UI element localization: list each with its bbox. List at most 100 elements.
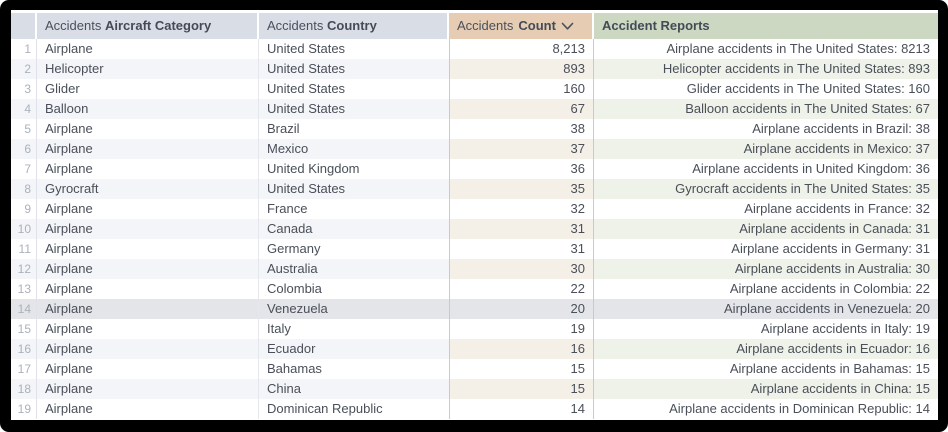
cell-report: Airplane accidents in Bahamas: 15 [729, 361, 930, 376]
cell-report: Gyrocraft accidents in The United States… [594, 179, 938, 199]
row-number: 11 [11, 239, 37, 259]
row-number: 13 [11, 279, 37, 299]
cell-count: 36 [449, 159, 594, 179]
cell-country: Mexico [259, 139, 449, 159]
cell-aircraft-category: Airplane [37, 319, 259, 339]
row-number: 1 [11, 39, 37, 59]
cell-aircraft-category: Airplane [37, 279, 259, 299]
cell-report: Airplane accidents in Brazil: 38 [752, 121, 930, 136]
row-number: 7 [11, 159, 37, 179]
cell-country: United States [259, 99, 449, 119]
table-row[interactable]: 3 Glider United States 160 Glider accide… [11, 79, 938, 99]
cell-country: United States [259, 179, 449, 199]
cell-count: 19 [449, 319, 594, 339]
cell-aircraft-category: Airplane [37, 339, 259, 359]
cell-count: 8,213 [449, 39, 594, 59]
cell-aircraft-category: Airplane [37, 219, 259, 239]
column-header-prefix: Accidents [457, 18, 514, 33]
cell-count: 893 [449, 59, 594, 79]
table-row[interactable]: 5 Airplane Brazil 38 Airplane accidents … [11, 119, 938, 139]
column-header-label: Aircraft Category [105, 18, 212, 33]
cell-aircraft-category: Airplane [37, 239, 259, 259]
data-table-viewport: Accidents Aircraft Category Accidents Co… [11, 10, 938, 420]
table-row[interactable]: 16 Airplane Ecuador 16 Airplane accident… [11, 339, 938, 359]
cell-report: Airplane accidents in Ecuador: 16 [594, 339, 938, 359]
table-row[interactable]: 8 Gyrocraft United States 35 Gyrocraft a… [11, 179, 938, 199]
row-number: 4 [11, 99, 37, 119]
cell-count: 15 [449, 359, 594, 379]
column-header-count[interactable]: Accidents Count [449, 13, 594, 39]
cell-count: 31 [449, 219, 594, 239]
cell-report: Airplane accidents in China: 15 [594, 379, 938, 399]
table-row[interactable]: 11 Airplane Germany 31 Airplane accident… [11, 239, 938, 259]
cell-report: Balloon accidents in The United States: … [594, 99, 938, 119]
table-row[interactable]: 12 Airplane Australia 30 Airplane accide… [11, 259, 938, 279]
cell-count: 35 [449, 179, 594, 199]
table-row[interactable]: 4 Balloon United States 67 Balloon accid… [11, 99, 938, 119]
table-row[interactable]: 6 Airplane Mexico 37 Airplane accidents … [11, 139, 938, 159]
table-row[interactable]: 19 Airplane Dominican Republic 14 Airpla… [11, 399, 938, 419]
sort-descending-chevron-icon [561, 14, 574, 40]
column-header-country[interactable]: Accidents Country [259, 13, 449, 39]
row-number-column-header [11, 13, 37, 39]
cell-report: Airplane accidents in The United States:… [666, 41, 930, 56]
cell-count: 67 [449, 99, 594, 119]
row-number: 8 [11, 179, 37, 199]
cell-aircraft-category: Glider [37, 79, 259, 99]
cell-country: Dominican Republic [267, 401, 383, 416]
cell-report: Airplane accidents in Canada: 31 [594, 219, 938, 239]
cell-report: Airplane accidents in Venezuela: 20 [594, 299, 938, 319]
column-header-prefix: Accidents [267, 18, 324, 33]
cell-country: Bahamas [267, 361, 322, 376]
column-header-label: Count [518, 18, 556, 33]
row-number: 12 [11, 259, 37, 279]
cell-count: 38 [449, 119, 594, 139]
cell-country: China [259, 379, 449, 399]
table-row[interactable]: 10 Airplane Canada 31 Airplane accidents… [11, 219, 938, 239]
row-number: 15 [11, 319, 37, 339]
row-number: 17 [11, 359, 37, 379]
cell-report: Airplane accidents in France: 32 [744, 201, 930, 216]
table-header: Accidents Aircraft Category Accidents Co… [11, 13, 938, 39]
cell-country: France [267, 201, 308, 216]
cell-count: 31 [449, 239, 594, 259]
cell-report: Airplane accidents in Mexico: 37 [594, 139, 938, 159]
row-number: 9 [11, 199, 37, 219]
cell-report: Airplane accidents in Germany: 31 [731, 241, 930, 256]
table-row[interactable]: 7 Airplane United Kingdom 36 Airplane ac… [11, 159, 938, 179]
cell-report: Airplane accidents in Italy: 19 [760, 321, 930, 336]
cell-report: Airplane accidents in Dominican Republic… [669, 401, 930, 416]
table-row[interactable]: 2 Helicopter United States 893 Helicopte… [11, 59, 938, 79]
cell-aircraft-category: Airplane [37, 299, 259, 319]
column-header-label: Country [327, 18, 377, 33]
cell-country: Australia [259, 259, 449, 279]
table-row[interactable]: 14 Airplane Venezuela 20 Airplane accide… [11, 299, 938, 319]
column-header-accident-reports[interactable]: Accident Reports [594, 13, 938, 39]
table-row[interactable]: 1 Airplane United States 8,213 Airplane … [11, 39, 938, 59]
cell-country: Canada [259, 219, 449, 239]
cell-count: 160 [449, 79, 594, 99]
cell-aircraft-category: Airplane [37, 379, 259, 399]
cell-country: United States [267, 41, 346, 56]
column-header-aircraft-category[interactable]: Accidents Aircraft Category [37, 13, 259, 39]
cell-count: 14 [449, 399, 594, 419]
cell-aircraft-category: Balloon [37, 99, 259, 119]
table-row[interactable]: 15 Airplane Italy 19 Airplane accidents … [11, 319, 938, 339]
cell-country: United Kingdom [267, 161, 360, 176]
row-number: 2 [11, 59, 37, 79]
cell-country: United States [259, 59, 449, 79]
row-number: 5 [11, 119, 37, 139]
row-number: 18 [11, 379, 37, 399]
cell-aircraft-category: Airplane [37, 139, 259, 159]
cell-country: Italy [267, 321, 291, 336]
cell-aircraft-category: Airplane [37, 199, 259, 219]
row-number: 16 [11, 339, 37, 359]
cell-country: United States [267, 81, 346, 96]
cell-aircraft-category: Airplane [37, 119, 259, 139]
table-row[interactable]: 17 Airplane Bahamas 15 Airplane accident… [11, 359, 938, 379]
cell-aircraft-category: Helicopter [37, 59, 259, 79]
table-row[interactable]: 9 Airplane France 32 Airplane accidents … [11, 199, 938, 219]
cell-report: Glider accidents in The United States: 1… [686, 81, 930, 96]
table-row[interactable]: 18 Airplane China 15 Airplane accidents … [11, 379, 938, 399]
table-row[interactable]: 13 Airplane Colombia 22 Airplane acciden… [11, 279, 938, 299]
